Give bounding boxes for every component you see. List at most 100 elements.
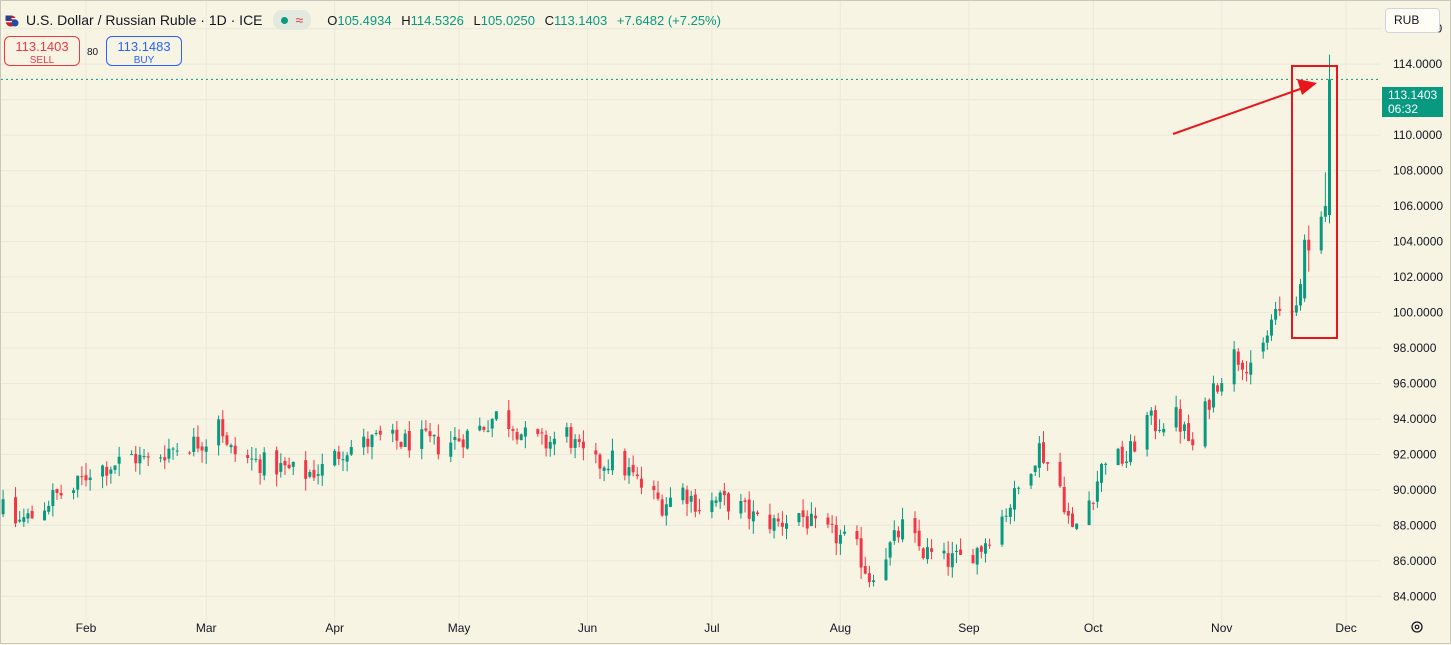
annotation-arrow bbox=[1172, 87, 1304, 135]
time-tick-label: Nov bbox=[1211, 621, 1232, 635]
candle-body bbox=[901, 519, 905, 540]
us-flag-icon bbox=[5, 14, 19, 27]
candle-body bbox=[631, 464, 635, 473]
candle-body bbox=[428, 431, 432, 437]
candle-body bbox=[167, 448, 171, 459]
candle-body bbox=[1207, 399, 1211, 410]
market-status[interactable]: ≈ bbox=[272, 10, 312, 30]
time-tick-label: Oct bbox=[1084, 621, 1103, 635]
candles bbox=[1, 54, 1331, 588]
candle-body bbox=[569, 427, 573, 448]
last-price-value: 113.1403 bbox=[1388, 88, 1438, 102]
candle-body bbox=[1182, 424, 1186, 431]
buy-button[interactable]: 113.1483 BUY bbox=[106, 36, 182, 66]
candle-body bbox=[809, 513, 813, 527]
candle-body bbox=[370, 434, 374, 448]
candle-body bbox=[134, 453, 138, 464]
candle-body bbox=[573, 439, 577, 448]
currency-button[interactable]: RUB bbox=[1385, 8, 1440, 33]
candle-body bbox=[1203, 401, 1207, 447]
candle-body bbox=[681, 487, 685, 501]
candle-body bbox=[743, 500, 747, 502]
candle-body bbox=[55, 488, 59, 493]
candle-body bbox=[486, 430, 490, 432]
time-tick-label: Apr bbox=[325, 621, 344, 635]
sell-button[interactable]: 113.1403 SELL bbox=[4, 36, 80, 66]
ohlc-legend: O105.4934 H114.5326 L105.0250 C113.1403 … bbox=[327, 13, 727, 28]
candle-body bbox=[1269, 319, 1273, 336]
candle-body bbox=[536, 429, 540, 434]
candle-body bbox=[1075, 523, 1079, 529]
candle-body bbox=[163, 457, 167, 461]
candle-body bbox=[515, 432, 519, 440]
candle-body bbox=[1328, 79, 1331, 216]
candle-body bbox=[204, 446, 208, 452]
bar-countdown: 06:32 bbox=[1388, 102, 1419, 116]
candle-body bbox=[785, 523, 789, 529]
time-tick-label: May bbox=[448, 621, 471, 635]
candle-body bbox=[76, 475, 80, 490]
candle-body bbox=[175, 450, 179, 452]
candle-body bbox=[689, 495, 693, 502]
spread-value: 80 bbox=[87, 47, 99, 58]
candle-body bbox=[805, 516, 809, 529]
candle-body bbox=[88, 477, 92, 480]
candle-body bbox=[1265, 335, 1269, 343]
price-tick-label: 100.0000 bbox=[1393, 306, 1443, 320]
candle-body bbox=[726, 493, 730, 512]
candle-body bbox=[1071, 513, 1075, 527]
candle-body bbox=[1149, 410, 1153, 416]
candle-body bbox=[1037, 443, 1041, 468]
chart-header: U.S. Dollar / Russian Ruble · 1D · ICE ≈… bbox=[5, 10, 727, 30]
sell-price: 113.1403 bbox=[15, 39, 69, 54]
candle-body bbox=[959, 549, 963, 555]
candle-body bbox=[540, 432, 544, 434]
candle-body bbox=[552, 438, 556, 445]
candle-body bbox=[283, 460, 287, 466]
candle-body bbox=[1303, 239, 1307, 299]
candle-body bbox=[838, 534, 842, 544]
candle-body bbox=[917, 530, 921, 547]
candle-body bbox=[594, 450, 598, 455]
candle-body bbox=[1091, 502, 1095, 504]
candle-body bbox=[254, 458, 258, 460]
candle-body bbox=[117, 456, 121, 464]
candle-body bbox=[975, 548, 979, 565]
highlight-box bbox=[1291, 65, 1338, 339]
price-tick-label: 104.0000 bbox=[1393, 235, 1443, 249]
candle-body bbox=[1133, 441, 1137, 452]
candle-body bbox=[341, 459, 345, 461]
settings-gear-icon[interactable] bbox=[1409, 619, 1425, 635]
candle-body bbox=[482, 427, 486, 430]
candle-body bbox=[1191, 439, 1195, 446]
candle-body bbox=[971, 555, 975, 564]
candle-body bbox=[1012, 488, 1016, 510]
candle-body bbox=[946, 553, 950, 567]
price-tick-label: 102.0000 bbox=[1393, 270, 1443, 284]
candle-body bbox=[43, 510, 47, 521]
candle-body bbox=[113, 465, 117, 470]
candle-body bbox=[320, 463, 324, 476]
candle-body bbox=[233, 445, 237, 455]
symbol-title[interactable]: U.S. Dollar / Russian Ruble · 1D · ICE bbox=[26, 12, 263, 28]
candle-body bbox=[627, 467, 631, 476]
time-tick-label: Aug bbox=[830, 621, 851, 635]
candle-body bbox=[652, 486, 656, 491]
candle-body bbox=[59, 492, 63, 496]
candle-body bbox=[250, 458, 254, 460]
candle-body bbox=[693, 494, 697, 512]
candle-body bbox=[403, 433, 407, 447]
candle-body bbox=[308, 472, 312, 477]
candle-body bbox=[1323, 206, 1327, 217]
candle-body bbox=[262, 452, 266, 476]
price-tick-label: 86.0000 bbox=[1393, 554, 1437, 568]
candle-body bbox=[1100, 463, 1104, 483]
candle-body bbox=[26, 513, 30, 519]
candle-body bbox=[304, 460, 308, 479]
candle-body bbox=[565, 427, 569, 437]
candle-body bbox=[988, 544, 992, 546]
candle-body bbox=[843, 531, 847, 534]
candle-body bbox=[714, 500, 718, 503]
